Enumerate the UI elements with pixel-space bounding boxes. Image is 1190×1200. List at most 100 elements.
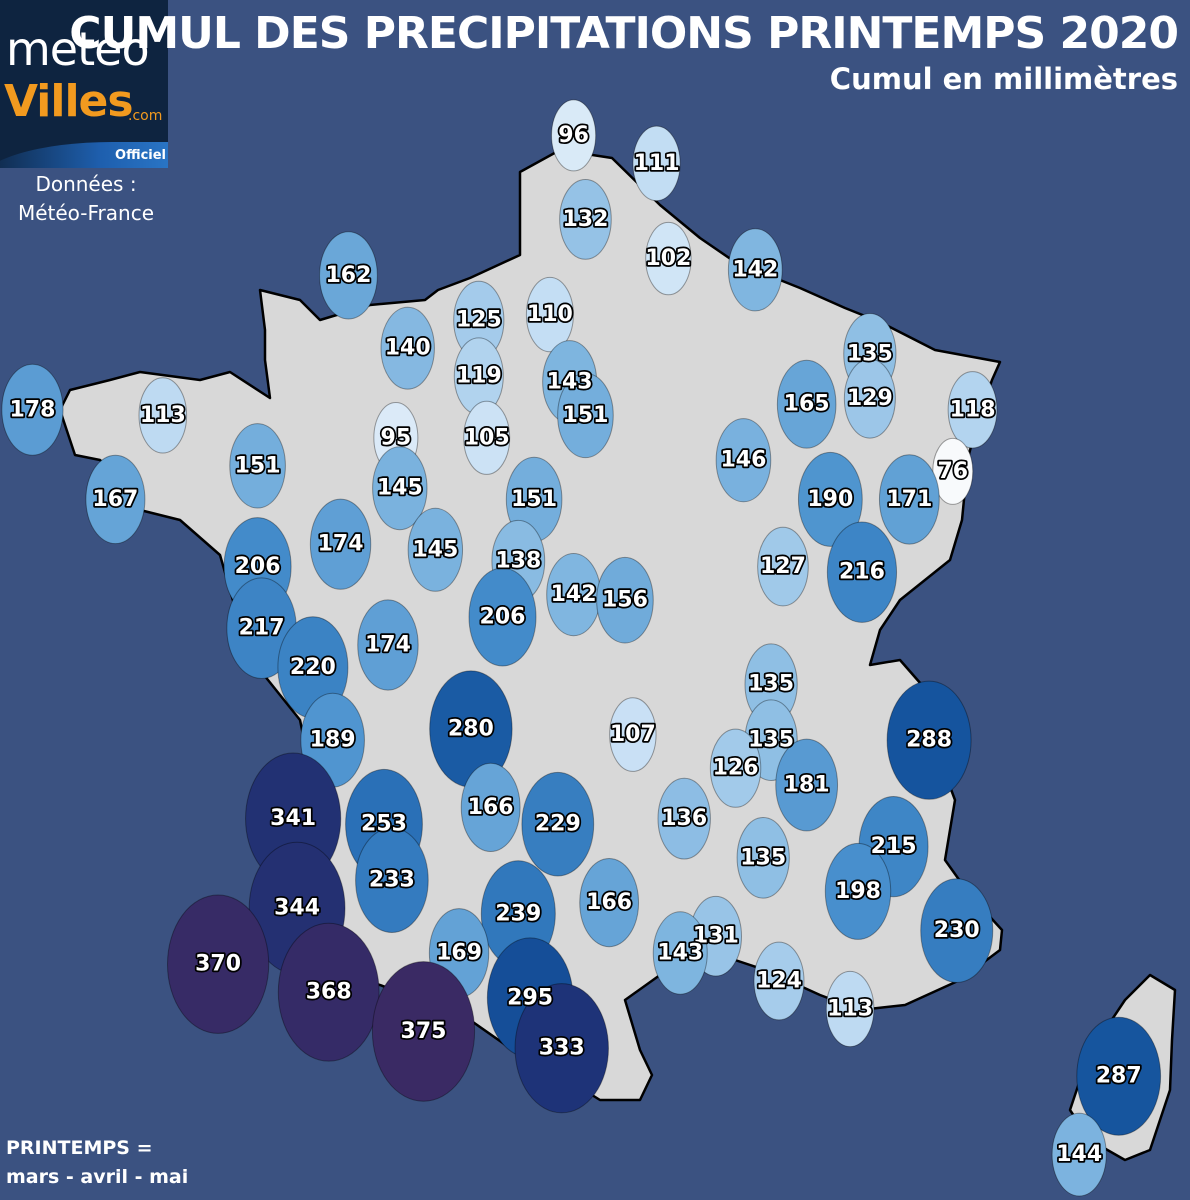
station-bubble-233 xyxy=(355,827,429,934)
station-value-375: 375 xyxy=(401,1019,447,1044)
station-value-145: 145 xyxy=(377,476,423,501)
station-bubble-132 xyxy=(559,179,612,260)
station-value-167: 167 xyxy=(92,487,138,512)
station-bubble-126 xyxy=(709,728,762,808)
station-value-131: 131 xyxy=(693,924,739,949)
station-bubble-129 xyxy=(843,358,896,439)
station-value-295: 295 xyxy=(507,985,553,1010)
station-bubble-333 xyxy=(514,983,609,1114)
station-value-280: 280 xyxy=(448,717,494,742)
station-bubble-171 xyxy=(878,454,940,545)
station-bubble-144 xyxy=(1051,1112,1107,1197)
station-bubble-375 xyxy=(371,961,476,1102)
station-bubble-145 xyxy=(407,507,464,592)
station-value-190: 190 xyxy=(807,487,853,512)
station-bubble-145 xyxy=(372,446,428,531)
station-bubble-174 xyxy=(309,498,372,590)
station-bubble-162 xyxy=(319,231,378,320)
station-value-138: 138 xyxy=(495,549,541,574)
station-bubble-216 xyxy=(826,521,898,623)
station-value-344: 344 xyxy=(274,896,320,921)
station-value-142: 142 xyxy=(551,582,597,607)
logo-text-villes: Villes xyxy=(4,76,134,127)
station-bubble-118 xyxy=(947,371,998,449)
station-value-151: 151 xyxy=(511,487,557,512)
station-value-118: 118 xyxy=(950,397,996,422)
station-value-129: 129 xyxy=(847,386,893,411)
station-bubble-113 xyxy=(825,970,875,1048)
station-bubble-181 xyxy=(775,738,839,832)
station-value-368: 368 xyxy=(306,980,352,1005)
station-value-169: 169 xyxy=(436,941,482,966)
station-value-174: 174 xyxy=(365,633,411,658)
station-bubble-105 xyxy=(463,400,511,475)
station-bubble-96 xyxy=(551,99,597,172)
station-value-216: 216 xyxy=(839,560,885,585)
station-bubble-143 xyxy=(652,911,708,995)
station-value-111: 111 xyxy=(634,151,680,176)
station-bubble-287 xyxy=(1076,1016,1162,1136)
station-bubble-127 xyxy=(757,526,809,607)
source-name: Météo-France xyxy=(17,201,155,225)
station-bubble-288 xyxy=(886,680,972,800)
station-value-145: 145 xyxy=(412,537,458,562)
station-bubble-136 xyxy=(657,777,711,860)
season-months: mars - avril - mai xyxy=(6,1166,189,1188)
station-value-125: 125 xyxy=(456,308,502,333)
station-bubble-368 xyxy=(277,922,380,1062)
logo-badge-officiel: Officiel xyxy=(115,148,166,163)
station-bubble-156 xyxy=(596,556,654,644)
station-value-341: 341 xyxy=(270,806,316,831)
station-bubble-102 xyxy=(645,221,692,296)
station-value-156: 156 xyxy=(602,588,648,613)
station-value-140: 140 xyxy=(385,336,431,361)
station-value-143: 143 xyxy=(547,369,593,394)
station-bubble-190 xyxy=(797,451,863,547)
station-bubble-140 xyxy=(380,306,435,390)
station-bubble-166 xyxy=(579,858,640,948)
station-value-105: 105 xyxy=(464,425,510,450)
station-value-107: 107 xyxy=(610,722,656,747)
page-title: CUMUL DES PRECIPITATIONS PRINTEMPS 2020 xyxy=(69,8,1179,59)
station-value-217: 217 xyxy=(239,616,285,641)
station-value-220: 220 xyxy=(290,655,336,680)
station-value-132: 132 xyxy=(562,207,608,232)
station-bubble-167 xyxy=(85,454,146,545)
station-value-288: 288 xyxy=(906,728,952,753)
station-value-144: 144 xyxy=(1056,1142,1102,1167)
station-value-178: 178 xyxy=(9,397,55,422)
station-bubble-165 xyxy=(776,359,837,449)
station-value-229: 229 xyxy=(535,812,581,837)
station-bubble-113 xyxy=(138,377,188,454)
station-bubble-76 xyxy=(932,437,974,505)
station-bubble-198 xyxy=(824,842,892,940)
station-value-126: 126 xyxy=(713,756,759,781)
station-value-253: 253 xyxy=(361,812,407,837)
station-value-142: 142 xyxy=(732,257,778,282)
station-value-136: 136 xyxy=(661,806,707,831)
station-value-113: 113 xyxy=(827,997,873,1022)
station-value-143: 143 xyxy=(657,941,703,966)
station-value-215: 215 xyxy=(871,834,917,859)
station-value-174: 174 xyxy=(318,532,364,557)
station-value-206: 206 xyxy=(480,605,526,630)
station-bubble-135 xyxy=(736,817,790,899)
station-value-76: 76 xyxy=(937,459,968,484)
station-value-206: 206 xyxy=(235,554,281,579)
station-value-127: 127 xyxy=(760,554,806,579)
station-value-233: 233 xyxy=(369,868,415,893)
meteovilles-logo: meteo Villes .com Officiel xyxy=(0,0,168,168)
station-bubble-229 xyxy=(521,771,595,877)
station-value-151: 151 xyxy=(562,403,608,428)
station-bubble-151 xyxy=(557,372,614,459)
station-value-135: 135 xyxy=(748,728,794,753)
station-value-146: 146 xyxy=(720,448,766,473)
season-label: PRINTEMPS = xyxy=(6,1137,153,1159)
logo-text-meteo: meteo xyxy=(6,22,150,76)
page-subtitle: Cumul en millimètres xyxy=(829,62,1178,96)
station-value-165: 165 xyxy=(784,392,830,417)
station-value-95: 95 xyxy=(381,425,412,450)
station-bubble-206 xyxy=(468,567,537,667)
station-bubble-230 xyxy=(920,878,994,983)
